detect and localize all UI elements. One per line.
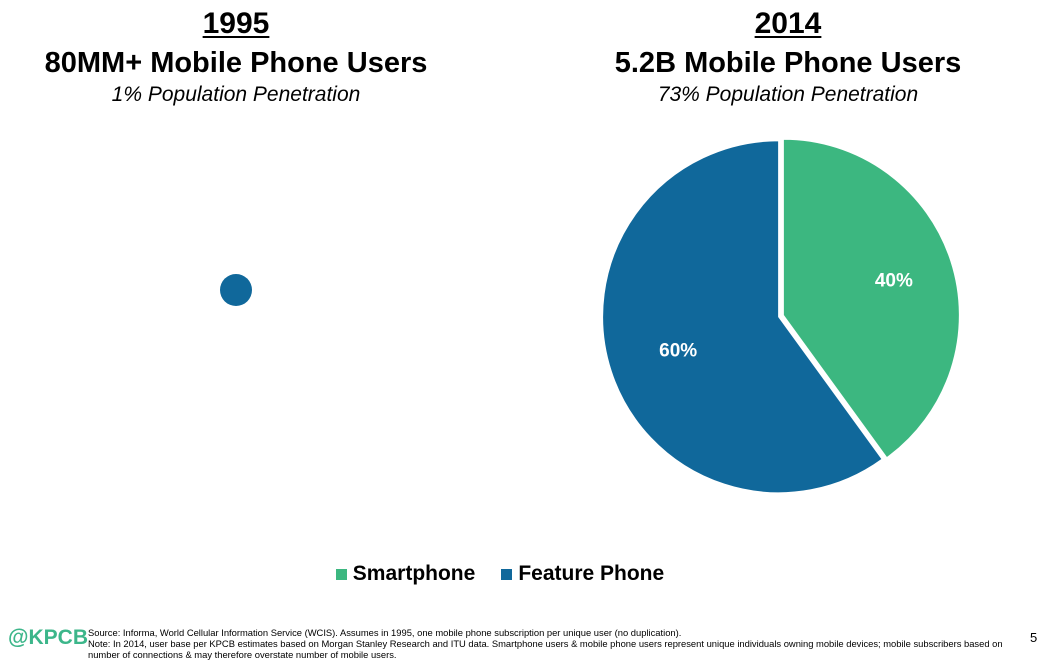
year-2014-title: 2014 xyxy=(754,7,822,40)
legend: Smartphone Feature Phone xyxy=(0,562,1000,586)
users-2014-headline: 5.2B Mobile Phone Users xyxy=(614,47,962,79)
pie-2014: 40% 60% xyxy=(602,138,960,494)
legend-item-feature-phone: Feature Phone xyxy=(501,562,664,586)
pie-2014-slice-feature-phone xyxy=(602,140,883,494)
note-text: Note: In 2014, user base per KPCB estima… xyxy=(88,638,1003,660)
pie-2014-slice-smartphone xyxy=(782,138,960,459)
page-number: 5 xyxy=(1030,630,1038,645)
legend-label-smartphone: Smartphone xyxy=(352,562,476,585)
footer: @KPCB Source: Informa, World Cellular In… xyxy=(0,624,1049,664)
footer-notes: Source: Informa, World Cellular Informat… xyxy=(88,627,1023,660)
legend-swatch-feature-phone xyxy=(501,568,513,580)
source-text: Source: Informa, World Cellular Informat… xyxy=(88,627,682,638)
legend-item-smartphone: Smartphone xyxy=(335,562,476,586)
penetration-2014-caption: 73% Population Penetration xyxy=(657,83,919,106)
year-1995-title: 1995 xyxy=(202,7,270,40)
panel-1995: 1995 80MM+ Mobile Phone Users 1% Populat… xyxy=(0,6,472,108)
pie-2014-label-feature-phone: 60% xyxy=(659,340,697,361)
pie-1995-feature-phone-slice xyxy=(220,274,252,306)
users-1995-headline: 80MM+ Mobile Phone Users xyxy=(44,47,428,79)
legend-label-feature-phone: Feature Phone xyxy=(518,562,665,585)
pie-charts: 40% 60% xyxy=(220,138,960,494)
kpcb-logo: @KPCB xyxy=(8,626,88,649)
panel-2014: 2014 5.2B Mobile Phone Users 73% Populat… xyxy=(552,6,1024,108)
penetration-1995-caption: 1% Population Penetration xyxy=(111,83,361,106)
legend-swatch-smartphone xyxy=(335,568,347,580)
pie-2014-label-smartphone: 40% xyxy=(875,270,913,291)
